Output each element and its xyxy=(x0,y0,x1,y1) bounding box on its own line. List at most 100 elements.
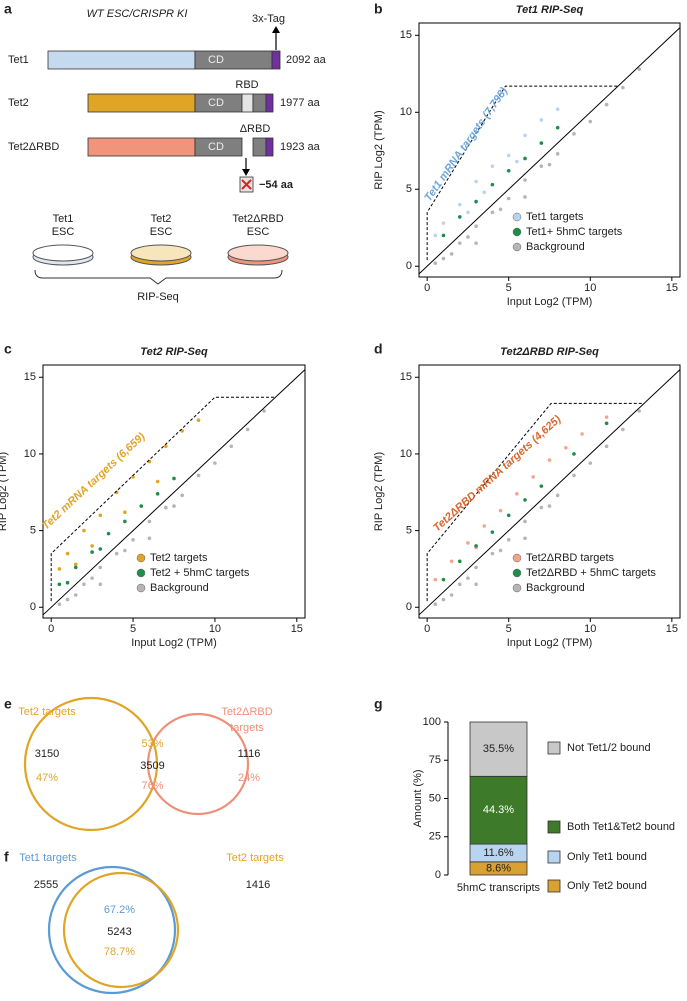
unique-count: 2555 xyxy=(34,879,58,891)
point xyxy=(433,261,438,265)
point xyxy=(262,409,266,413)
y-axis-label: RIP Log2 (TPM) xyxy=(373,452,385,531)
point xyxy=(466,576,470,580)
point xyxy=(73,562,78,567)
legend-label: Tet2 + 5hmC targets xyxy=(150,567,250,579)
domain xyxy=(252,137,267,157)
cell-label: ESC xyxy=(150,226,173,238)
protein-length: 1923 aa xyxy=(280,141,321,153)
overlap-percent: 78.7% xyxy=(104,946,135,958)
point xyxy=(106,531,111,536)
protein-name: Tet2ΔRBD xyxy=(8,141,59,153)
point xyxy=(180,429,184,433)
rbd-label: RBD xyxy=(235,79,258,91)
point xyxy=(245,427,250,432)
x-tick-label: 5 xyxy=(130,623,136,635)
point xyxy=(523,156,527,161)
y-tick-label: 100 xyxy=(423,716,441,728)
domain-label: CD xyxy=(208,54,224,66)
y-axis-label: RIP Log2 (TPM) xyxy=(373,110,385,189)
point xyxy=(515,492,519,496)
legend-label: Background xyxy=(526,241,585,253)
x-tick-label: 5 xyxy=(506,623,512,635)
tag-label: 3x-Tag xyxy=(252,13,285,25)
legend-label: Only Tet2 bound xyxy=(567,880,647,892)
point xyxy=(98,547,103,551)
unique-count: 3150 xyxy=(35,748,59,760)
plot-frame xyxy=(418,22,681,278)
legend-marker xyxy=(136,583,146,593)
legend-marker xyxy=(512,553,522,563)
chart-title: Tet1 RIP-Seq xyxy=(516,4,584,16)
venn-circle xyxy=(23,696,159,832)
point xyxy=(131,538,135,542)
point xyxy=(506,196,511,201)
legend-swatch xyxy=(547,820,561,834)
domain-label: CD xyxy=(208,141,224,153)
venn-circle xyxy=(62,871,180,989)
target-region xyxy=(426,85,619,261)
y-axis-label: RIP Log2 (TPM) xyxy=(0,452,9,531)
panel-label: d xyxy=(374,341,383,357)
point xyxy=(604,421,609,426)
dish xyxy=(32,244,94,262)
point xyxy=(490,210,495,215)
legend-label: Tet1 targets xyxy=(526,211,584,223)
value-label: 11.6% xyxy=(483,847,514,859)
point xyxy=(474,582,478,587)
y-tick-label: 5 xyxy=(30,525,36,537)
x-tick-label: 5hmC transcripts xyxy=(457,882,541,894)
point xyxy=(82,528,86,533)
point xyxy=(604,444,609,449)
point xyxy=(466,541,470,545)
y-tick-label: 15 xyxy=(400,371,412,383)
delta-rbd-label: ΔRBD xyxy=(240,123,271,135)
tag xyxy=(265,93,274,113)
point xyxy=(474,565,478,570)
panel-label: e xyxy=(4,696,12,712)
point xyxy=(433,602,438,606)
point xyxy=(457,559,462,564)
annotation: Tet2ΔRBD mRNA targets (4,625) xyxy=(431,413,564,534)
legend-label: Background xyxy=(526,582,585,594)
point xyxy=(180,493,184,498)
point xyxy=(164,505,168,510)
point xyxy=(123,548,127,553)
point xyxy=(155,492,160,496)
point xyxy=(90,544,94,548)
point xyxy=(621,85,625,90)
domain xyxy=(87,137,196,157)
annotation: Tet1 mRNA targets (7,798) xyxy=(422,85,510,204)
point xyxy=(441,233,446,238)
set-label: targets xyxy=(230,722,264,734)
point xyxy=(98,513,103,518)
point xyxy=(621,427,625,432)
point xyxy=(490,530,495,534)
point xyxy=(523,133,527,138)
point xyxy=(172,504,176,508)
bracket xyxy=(34,269,283,285)
point xyxy=(572,132,576,136)
point xyxy=(539,118,544,122)
point xyxy=(637,409,642,413)
point xyxy=(490,551,495,556)
domain xyxy=(194,137,243,157)
point xyxy=(98,582,103,587)
x-tick-label: 0 xyxy=(424,623,430,635)
y-tick-label: 10 xyxy=(24,448,36,460)
point xyxy=(164,444,168,449)
point xyxy=(506,538,511,542)
cell-label: Tet2 xyxy=(151,213,172,225)
cell-label: Tet1 xyxy=(53,213,74,225)
point xyxy=(539,484,544,488)
point xyxy=(572,452,576,456)
point xyxy=(457,241,462,245)
assay-label: RIP-Seq xyxy=(137,291,179,303)
point xyxy=(604,415,609,419)
legend-marker xyxy=(136,553,146,563)
point xyxy=(441,597,446,602)
legend-label: Both Tet1&Tet2 bound xyxy=(567,821,675,833)
point xyxy=(82,582,86,587)
set-label: Tet1 targets xyxy=(19,852,77,864)
